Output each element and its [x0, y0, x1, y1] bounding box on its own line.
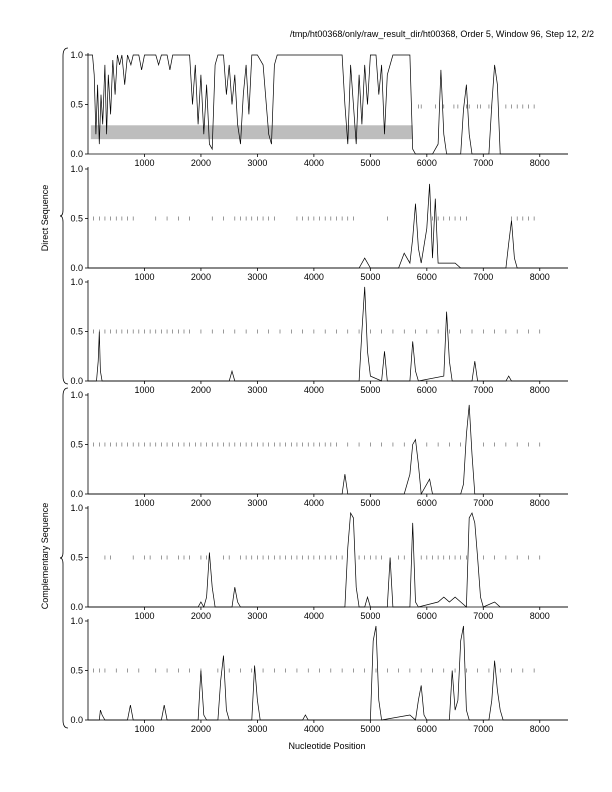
y-tick-label: 1.0 [70, 277, 83, 287]
x-tick-label: 8000 [530, 385, 550, 395]
y-tick-label: 1.0 [70, 390, 83, 400]
y-tick-label: 0.5 [70, 100, 83, 110]
y-tick-label: 0.5 [70, 440, 83, 450]
x-tick-label: 5000 [360, 158, 380, 168]
series-line [88, 625, 568, 721]
panel-3: 0.0 0.5 1.0 1000 2000 3000 4000 5000 6000 7000 800… [70, 277, 568, 395]
x-tick-label: 4000 [304, 498, 324, 508]
x-tick-label: 7000 [473, 385, 493, 395]
y-tick-label: 1.0 [70, 50, 83, 60]
x-tick-label: 4000 [304, 158, 324, 168]
x-tick-label: 8000 [530, 498, 550, 508]
y-tick-label: 0.0 [70, 489, 83, 499]
x-tick-label: 5000 [360, 272, 380, 282]
x-tick-label: 1000 [134, 272, 154, 282]
series-line [88, 54, 568, 155]
x-tick-label: 6000 [417, 158, 437, 168]
y-tick-label: 0.5 [70, 666, 83, 676]
x-tick-label: 2000 [191, 272, 211, 282]
series-line [88, 183, 568, 269]
y-tick-label: 0.0 [70, 263, 83, 273]
x-tick-label: 8000 [530, 611, 550, 621]
x-tick-label: 6000 [417, 272, 437, 282]
x-tick-label: 5000 [360, 498, 380, 508]
y-tick-label: 0.5 [70, 214, 83, 224]
x-tick-label: 1000 [134, 611, 154, 621]
x-tick-label: 4000 [304, 724, 324, 734]
panel-1: 0.0 0.5 1.0 1000 2000 3000 4000 5000 6000 7000 800… [70, 50, 568, 168]
y-tick-label: 0.0 [70, 602, 83, 612]
panel-5: 0.0 0.5 1.0 1000 2000 3000 4000 5000 6000 7000 800… [70, 503, 568, 621]
x-tick-label: 4000 [304, 611, 324, 621]
shaded-region [90, 125, 413, 140]
y-tick-label: 1.0 [70, 503, 83, 513]
panel-4: 0.0 0.5 1.0 1000 2000 3000 4000 5000 6000 7000 800… [70, 390, 568, 508]
x-tick-label: 3000 [247, 158, 267, 168]
x-tick-label: 3000 [247, 385, 267, 395]
panels: 0.0 0.5 1.0 1000 2000 3000 4000 5000 6000 7000 800… [70, 50, 568, 734]
x-tick-label: 1000 [134, 385, 154, 395]
x-tick-label: 7000 [473, 272, 493, 282]
group-label-direct: Direct Sequence [40, 185, 50, 252]
x-tick-label: 4000 [304, 272, 324, 282]
x-tick-label: 7000 [473, 724, 493, 734]
x-tick-label: 8000 [530, 272, 550, 282]
y-tick-label: 0.5 [70, 327, 83, 337]
group-braces [59, 47, 69, 729]
x-tick-label: 7000 [473, 498, 493, 508]
y-tick-label: 1.0 [70, 616, 83, 626]
x-tick-label: 5000 [360, 385, 380, 395]
x-axis-label: Nucleotide Position [288, 741, 365, 751]
panel-2: 0.0 0.5 1.0 1000 2000 3000 4000 5000 6000 7000 800… [70, 164, 568, 282]
y-tick-label: 0.0 [70, 715, 83, 725]
x-tick-label: 5000 [360, 724, 380, 734]
x-tick-label: 8000 [530, 724, 550, 734]
y-tick-label: 0.5 [70, 553, 83, 563]
brace-complementary [59, 387, 69, 729]
x-tick-label: 4000 [304, 385, 324, 395]
x-tick-label: 2000 [191, 498, 211, 508]
y-tick-label: 1.0 [70, 164, 83, 174]
x-tick-label: 2000 [191, 385, 211, 395]
group-label-complementary: Complementary Sequence [40, 503, 50, 610]
x-tick-label: 3000 [247, 611, 267, 621]
x-tick-label: 3000 [247, 272, 267, 282]
panel-6: 0.0 0.5 1.0 1000 2000 3000 4000 5000 6000 7000 800… [70, 616, 568, 734]
x-tick-label: 5000 [360, 611, 380, 621]
x-tick-label: 6000 [417, 724, 437, 734]
x-tick-label: 6000 [417, 611, 437, 621]
x-tick-label: 6000 [417, 498, 437, 508]
x-tick-label: 7000 [473, 158, 493, 168]
x-tick-label: 3000 [247, 724, 267, 734]
x-tick-label: 1000 [134, 158, 154, 168]
x-tick-label: 1000 [134, 498, 154, 508]
x-tick-label: 2000 [191, 724, 211, 734]
header-path: /tmp/ht00368/only/raw_result_dir/ht00368… [290, 29, 594, 39]
series-line [88, 511, 568, 608]
x-tick-label: 1000 [134, 724, 154, 734]
x-tick-label: 8000 [530, 158, 550, 168]
y-tick-label: 0.0 [70, 376, 83, 386]
series-line [88, 404, 568, 496]
x-tick-label: 2000 [191, 611, 211, 621]
x-tick-label: 3000 [247, 498, 267, 508]
x-tick-label: 6000 [417, 385, 437, 395]
x-tick-label: 7000 [473, 611, 493, 621]
y-tick-label: 0.0 [70, 149, 83, 159]
series-line [88, 286, 568, 382]
x-tick-label: 2000 [191, 158, 211, 168]
brace-direct [59, 47, 69, 385]
